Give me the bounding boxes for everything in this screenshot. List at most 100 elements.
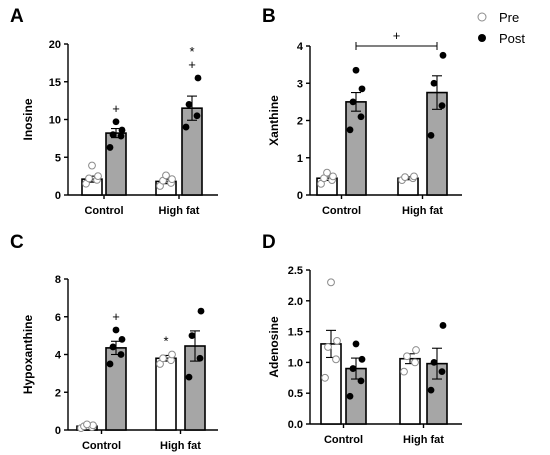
y-tick-label: 1 [297, 153, 303, 165]
data-point-post [357, 377, 365, 385]
data-point-post [438, 368, 446, 376]
data-point-pre [412, 346, 420, 354]
data-point-pre [400, 367, 408, 376]
data-point-pre [327, 278, 335, 287]
data-point-post [438, 102, 446, 109]
significance-plus: + [112, 309, 120, 324]
data-point-post [349, 98, 357, 106]
bar-post [181, 107, 203, 196]
data-point-pre [324, 343, 332, 351]
y-tick-label: 2 [55, 387, 61, 399]
data-point-pre [321, 373, 329, 382]
data-point-pre [332, 355, 340, 364]
y-tick-label: 0 [55, 190, 61, 202]
bar-pre [155, 357, 177, 431]
legend-label-pre: Pre [499, 10, 519, 25]
panel-letter: B [262, 6, 276, 27]
x-category-label: Control [82, 440, 121, 452]
data-point-pre [401, 173, 409, 182]
data-point-post [118, 336, 126, 343]
y-tick-label: 1.5 [288, 327, 303, 339]
y-tick-label: 1.0 [288, 357, 303, 369]
panel-c: C Hypoxanthine 0 2 4 6 8 Control High fat + * [10, 232, 218, 452]
data-point-post [427, 132, 435, 139]
legend-marker-pre [477, 12, 487, 22]
panel-letter: C [10, 232, 24, 253]
data-point-post [439, 51, 447, 59]
y-tick-label: 2.0 [288, 296, 303, 308]
data-point-pre [83, 420, 91, 429]
significance-asterisk: * [163, 334, 168, 349]
data-point-post [106, 360, 114, 368]
y-tick-label: 15 [49, 77, 61, 89]
data-point-pre [85, 174, 93, 183]
y-tick-label: 0 [55, 425, 61, 437]
significance-asterisk: * [189, 44, 194, 59]
data-point-pre [333, 336, 341, 345]
panel-b: B Xanthine 0 1 2 3 4 Control High fat + [262, 6, 462, 217]
bar-post [105, 132, 127, 196]
x-category-label: High fat [159, 205, 200, 217]
legend: Pre Post [477, 10, 525, 46]
data-point-post [430, 359, 438, 366]
data-point-post [346, 126, 354, 134]
bar-post [105, 347, 127, 431]
data-point-pre [323, 168, 331, 177]
legend-label-post: Post [499, 31, 525, 46]
data-point-post [427, 386, 435, 394]
data-point-post [193, 112, 201, 120]
data-point-post [196, 354, 204, 362]
y-tick-label: 5 [55, 152, 61, 164]
x-category-label: High fat [402, 205, 443, 217]
y-tick-label: 4 [297, 41, 304, 53]
x-category-label: Control [324, 434, 363, 446]
data-point-post [112, 326, 120, 334]
y-tick-label: 2 [297, 116, 303, 128]
data-point-post [358, 85, 366, 93]
x-category-label: Control [84, 205, 123, 217]
data-point-post [117, 132, 125, 140]
data-point-post [352, 66, 360, 74]
y-tick-label: 10 [49, 115, 61, 127]
data-point-post [109, 131, 117, 139]
y-tick-label: 4 [55, 350, 62, 362]
y-axis-title: Hypoxanthine [21, 315, 35, 395]
data-point-post [117, 351, 125, 358]
y-axis-title: Inosine [21, 98, 35, 140]
y-tick-label: 8 [55, 274, 61, 286]
data-point-pre [94, 172, 102, 181]
data-point-pre [88, 161, 96, 170]
significance-plus: + [188, 57, 196, 72]
y-axis-title: Adenosine [267, 316, 281, 378]
data-point-pre [410, 172, 418, 181]
data-point-post [357, 113, 365, 121]
panel-letter: D [262, 232, 276, 253]
y-tick-label: 6 [55, 312, 61, 324]
data-point-post [194, 74, 202, 82]
data-point-post [106, 144, 114, 151]
data-point-post [358, 355, 366, 363]
data-point-post [118, 126, 126, 134]
x-category-label: High fat [403, 434, 444, 446]
y-tick-label: 0.0 [288, 419, 303, 431]
significance-plus: + [393, 28, 401, 43]
y-tick-label: 3 [297, 78, 303, 90]
data-point-post [197, 307, 205, 315]
y-tick-label: 20 [49, 39, 61, 51]
data-point-post [439, 322, 447, 329]
data-point-post [346, 392, 354, 400]
data-point-pre [329, 172, 337, 181]
legend-marker-post [478, 34, 486, 42]
data-point-post [109, 343, 117, 351]
x-category-label: High fat [160, 440, 201, 452]
data-point-post [352, 340, 360, 348]
data-point-post [182, 123, 190, 131]
y-tick-label: 0.5 [288, 388, 303, 400]
data-point-pre [159, 354, 167, 363]
data-point-pre [162, 171, 170, 180]
y-tick-label: 2.5 [288, 265, 303, 277]
data-point-post [349, 365, 357, 372]
data-point-post [185, 373, 193, 381]
